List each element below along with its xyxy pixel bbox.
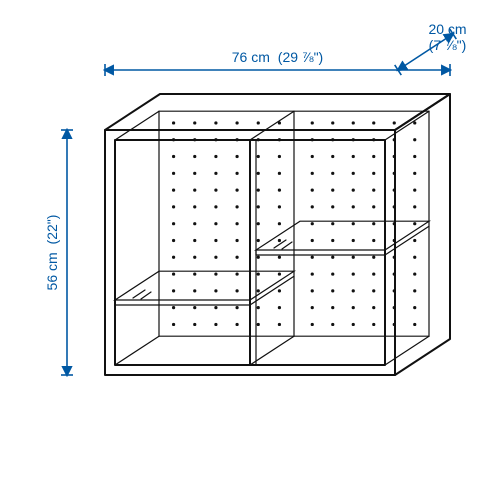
dim-depth: 20 cm (7 ⅞") (395, 21, 467, 75)
dim-depth-label-metric: 20 cm (428, 21, 466, 37)
cabinet-drawing (105, 94, 450, 375)
dim-width: 76 cm (29 ⅞") (105, 49, 450, 76)
cabinet-dimension-diagram: 76 cm (29 ⅞") 20 cm (7 ⅞") 56 cm (22") (0, 0, 500, 500)
dim-width-label: 76 cm (29 ⅞") (232, 49, 323, 65)
dim-depth-label-imperial: (7 ⅞") (429, 37, 467, 53)
dim-height-label: 56 cm (22") (44, 215, 60, 291)
dim-height: 56 cm (22") (44, 130, 73, 375)
